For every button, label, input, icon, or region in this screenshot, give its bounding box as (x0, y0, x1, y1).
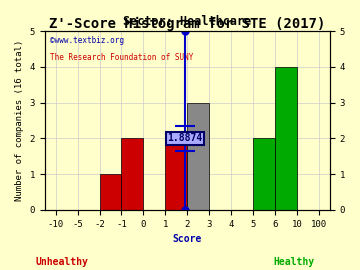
Text: Unhealthy: Unhealthy (36, 257, 89, 267)
Bar (99, 174, 121, 210)
Text: Healthy: Healthy (274, 257, 315, 267)
Text: The Research Foundation of SUNY: The Research Foundation of SUNY (50, 53, 194, 62)
Text: ©www.textbiz.org: ©www.textbiz.org (50, 36, 124, 45)
Text: Sector: Healthcare: Sector: Healthcare (123, 15, 251, 28)
Text: 1.8874: 1.8874 (167, 133, 202, 143)
X-axis label: Score: Score (172, 234, 202, 244)
Bar (253, 139, 275, 210)
Title: Z'-Score Histogram for STE (2017): Z'-Score Histogram for STE (2017) (49, 17, 325, 31)
Bar (165, 139, 187, 210)
Bar (275, 67, 297, 210)
Bar (121, 139, 143, 210)
Bar (187, 103, 209, 210)
Y-axis label: Number of companies (16 total): Number of companies (16 total) (15, 40, 24, 201)
